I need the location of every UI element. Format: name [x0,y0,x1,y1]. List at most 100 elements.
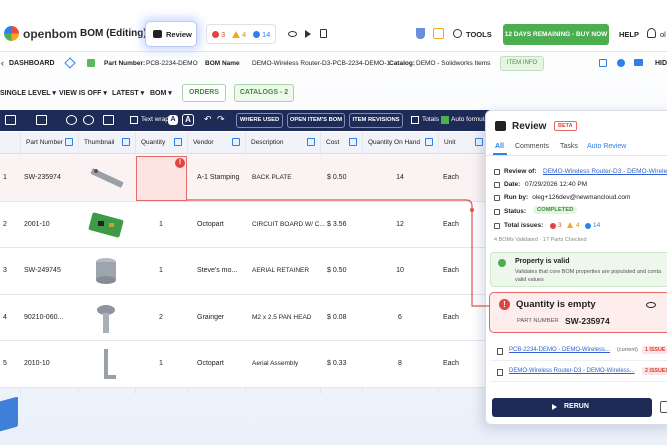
star-icon[interactable] [433,28,444,39]
part-number-cell[interactable]: SW-249745 [24,267,61,275]
on-hand-cell[interactable]: 10 [396,267,404,275]
review-of-value[interactable]: DEMO-Wireless Router-D3 - DEMO-Wireless … [543,168,667,175]
catalogs-button[interactable]: CATALOGS - 2 [234,84,294,102]
column-header[interactable]: Quantity On Hand [368,139,421,146]
vendor-cell[interactable]: Octopart [197,220,224,228]
on-hand-cell[interactable]: 6 [398,313,402,321]
filter-icon[interactable] [307,138,315,146]
toolbar-icon[interactable] [83,115,94,125]
collapse-icon[interactable] [64,57,76,69]
auto-formula-checkbox[interactable] [441,116,449,124]
revision-menu[interactable]: LATEST ▾ [112,90,145,97]
where-used-button[interactable]: WHERE USED [236,113,283,128]
column-header[interactable]: Unit [444,139,456,146]
part-number-cell[interactable]: 2001-10 [24,220,50,228]
bom-name-label[interactable]: BOM Name [205,60,240,67]
avatar-icon[interactable] [647,28,656,38]
issue-card[interactable] [489,292,667,333]
dashboard-link[interactable]: DASHBOARD [9,60,55,67]
filter-icon[interactable] [232,138,240,146]
toolbar-icon[interactable] [5,115,16,125]
font-large-button[interactable]: A [182,114,194,126]
panel-tab[interactable]: All [495,143,504,150]
font-small-button[interactable]: A [168,115,178,125]
cost-cell[interactable]: $ 3.56 [327,220,347,228]
quantity-cell[interactable]: 1 [159,267,163,275]
panel-tab[interactable]: Comments [515,143,549,150]
vendor-cell[interactable]: Steve's mo... [197,267,238,275]
column-header[interactable]: Vendor [193,139,214,146]
description-cell[interactable]: M2 x 2.5 PAN HEAD [252,313,312,321]
quantity-cell[interactable]: 1 [159,220,163,228]
text-wrap-checkbox[interactable] [130,116,138,124]
table-row[interactable] [0,155,490,202]
bom-link[interactable]: PCB-2234-DEMO - DEMO-Wireless... [509,347,611,353]
filter-icon[interactable] [174,138,182,146]
thumbnail[interactable] [84,208,128,242]
filter-icon[interactable] [65,138,73,146]
share-icon[interactable] [617,59,625,67]
toolbar-icon[interactable] [66,115,77,125]
toolbar-icon[interactable] [103,115,114,125]
cost-cell[interactable]: $ 0.33 [327,360,347,368]
view-icon[interactable] [288,31,297,37]
part-number-cell[interactable]: 2010-10 [24,360,50,368]
part-number-cell[interactable]: SW-235974 [24,174,61,182]
thumbnail[interactable] [84,347,128,381]
unit-cell[interactable]: Each [443,267,459,275]
quantity-cell[interactable]: 2 [159,313,163,321]
tools-icon[interactable] [453,29,462,38]
redo-button[interactable]: ↷ [217,114,225,124]
panel-tab[interactable]: Auto Review [587,143,627,150]
on-hand-cell[interactable]: 14 [396,174,404,182]
column-header[interactable]: Description [251,139,284,146]
level-menu[interactable]: SINGLE LEVEL ▾ [0,90,56,97]
cost-cell[interactable]: $ 0.50 [327,267,347,275]
table-row[interactable] [0,341,490,388]
hide-button[interactable]: HIDE [655,60,667,67]
issue-view-icon[interactable] [646,302,656,308]
description-cell[interactable]: BACK PLATE [252,174,292,182]
vendor-cell[interactable]: A-1 Stamping [197,174,240,182]
filter-icon[interactable] [475,138,483,146]
unit-cell[interactable]: Each [443,220,459,228]
vendor-cell[interactable]: Octopart [197,360,224,368]
back-arrow[interactable]: ‹ [1,58,4,68]
orders-button[interactable]: ORDERS [182,84,226,102]
item-info-button[interactable]: ITEM INFO [500,56,544,71]
unit-cell[interactable]: Each [443,360,459,368]
trial-button[interactable]: 12 DAYS REMAINING - BUY NOW [503,24,609,45]
thumbnail[interactable] [84,254,128,288]
undo-button[interactable]: ↶ [204,114,212,124]
on-hand-cell[interactable]: 8 [398,360,402,368]
view-menu[interactable]: VIEW IS OFF ▾ [59,90,107,97]
panel-menu-icon[interactable] [660,401,667,413]
user-initials[interactable]: ol [660,30,666,39]
filter-icon[interactable] [122,138,130,146]
column-header[interactable]: Thumbnail [84,139,115,146]
export-icon[interactable] [599,59,607,67]
help-menu[interactable]: HELP [619,30,640,39]
description-cell[interactable]: Aerial Assembly [252,360,299,368]
thumbnail[interactable] [84,161,128,195]
toolbar-icon[interactable] [36,115,47,125]
cost-cell[interactable]: $ 0.08 [327,313,347,321]
review-button[interactable]: Review [145,21,197,47]
item-revisions-button[interactable]: ITEM REVISIONS [349,113,403,128]
description-cell[interactable]: AERIAL RETAINER [252,267,310,275]
thumbnail[interactable] [84,301,128,335]
mail-icon[interactable] [634,59,643,66]
play-icon[interactable] [305,30,311,38]
unit-cell[interactable]: Each [443,313,459,321]
on-hand-cell[interactable]: 12 [396,220,404,228]
description-cell[interactable]: CIRCUIT BOARD W/ C... [252,220,325,228]
totals-checkbox[interactable] [411,116,419,124]
bom-link[interactable]: DEMO-Wireless Router-D3 - DEMO-Wireless.… [509,368,635,374]
quantity-cell[interactable]: 1 [159,360,163,368]
catalog-name[interactable]: DEMO - Solidworks Items [416,60,491,67]
open-bom-button[interactable]: OPEN ITEM'S BOM [287,113,345,128]
flask-icon[interactable] [416,28,425,39]
cost-cell[interactable]: $ 0.50 [327,174,347,182]
column-header[interactable]: Cost [326,139,340,146]
unit-cell[interactable]: Each [443,174,459,182]
